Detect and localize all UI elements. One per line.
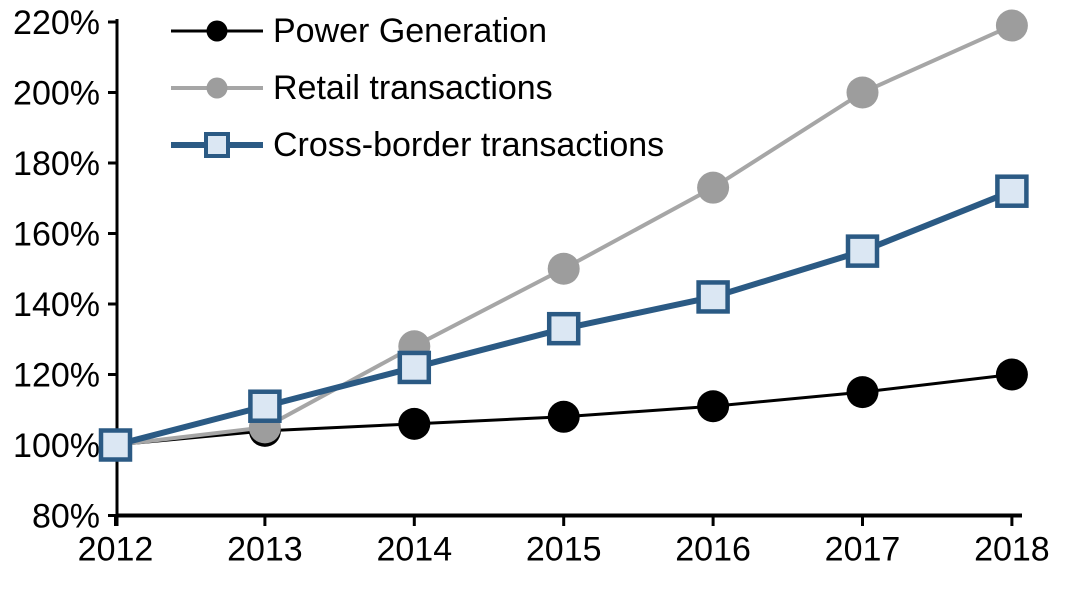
legend-item-power-generation: Power Generation: [171, 10, 664, 52]
y-tick-label-180: 180%: [13, 145, 100, 183]
x-tick-label-2015: 2015: [526, 531, 602, 569]
marker-cross-border-transactions-2014: [397, 350, 432, 385]
marker-power-generation-2018: [995, 358, 1028, 391]
y-tick-label-160: 160%: [13, 216, 100, 254]
marker-retail-transactions-2015: [547, 252, 580, 285]
legend-marker-cross-border-transactions: [171, 132, 263, 158]
marker-power-generation-2016: [697, 390, 730, 423]
marker-cross-border-transactions-2018: [995, 174, 1029, 208]
y-tick-label-200: 200%: [13, 75, 100, 113]
x-tick-label-2016: 2016: [675, 531, 751, 569]
y-tick-label-80: 80%: [32, 498, 100, 536]
marker-power-generation-2014: [398, 407, 431, 440]
marker-power-generation-2015: [547, 400, 580, 433]
x-tick-label-2013: 2013: [227, 531, 303, 569]
x-tick-label-2014: 2014: [376, 531, 452, 569]
legend-item-cross-border-transactions: Cross-border transactions: [171, 124, 664, 166]
y-tick-label-100: 100%: [13, 427, 100, 465]
legend-marker-retail-transactions: [171, 77, 263, 99]
marker-cross-border-transactions-2015: [546, 311, 581, 346]
marker-cross-border-transactions-2012: [98, 428, 133, 462]
legend-label-retail-transactions: Retail transactions: [273, 69, 553, 107]
legend-marker-power-generation: [171, 20, 263, 42]
y-tick-label-220: 220%: [13, 4, 100, 42]
legend-label-power-generation: Power Generation: [273, 12, 548, 50]
marker-power-generation-2017: [846, 376, 879, 409]
y-tick-label-140: 140%: [13, 286, 100, 324]
legend-item-retail-transactions: Retail transactions: [171, 67, 664, 109]
x-tick-label-2012: 2012: [78, 531, 154, 569]
x-tick-label-2018: 2018: [974, 531, 1050, 569]
marker-retail-transactions-2016: [697, 171, 730, 204]
marker-retail-transactions-2017: [846, 76, 879, 109]
y-tick-label-120: 120%: [13, 357, 100, 395]
x-tick-label-2017: 2017: [825, 531, 901, 569]
marker-retail-transactions-2018: [995, 9, 1028, 42]
legend: Power Generation Retail transactions Cro…: [171, 10, 664, 166]
marker-cross-border-transactions-2016: [696, 280, 730, 314]
marker-cross-border-transactions-2017: [845, 234, 880, 268]
legend-label-cross-border-transactions: Cross-border transactions: [273, 126, 665, 164]
marker-cross-border-transactions-2013: [248, 389, 282, 423]
